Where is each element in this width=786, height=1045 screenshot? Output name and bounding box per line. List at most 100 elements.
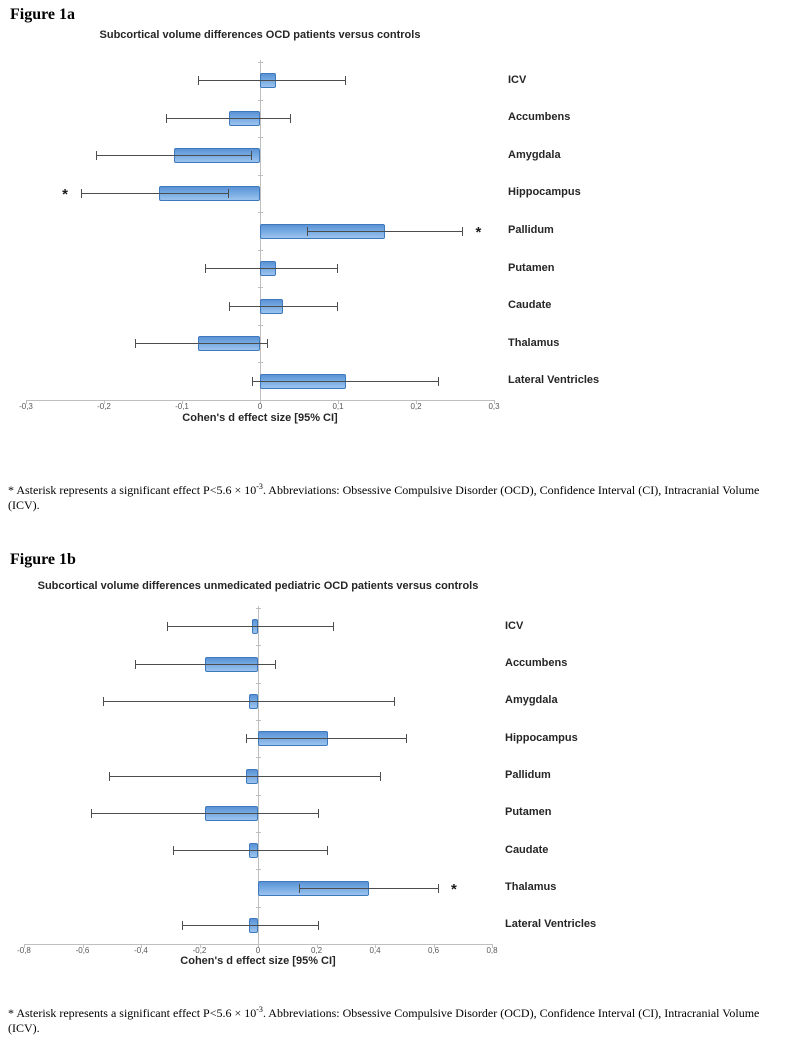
x-axis-tick-label: -0,8 <box>17 946 31 955</box>
significance-asterisk-hippocampus: * <box>62 186 68 204</box>
x-axis-tick-label: 0,3 <box>488 402 500 411</box>
ci-cap-high-thalamus <box>438 883 440 893</box>
category-axis-tick <box>256 794 261 796</box>
significance-asterisk-thalamus: * <box>451 881 457 898</box>
ci-cap-high-amygdala <box>394 696 396 706</box>
ci-cap-high-putamen <box>337 264 338 274</box>
category-label-caudate: Caudate <box>505 843 549 856</box>
category-axis-tick <box>258 324 263 326</box>
ci-cap-low-putamen <box>91 808 93 818</box>
ci-line-icv <box>197 80 346 82</box>
figure-1b-caption: * Asterisk represents a significant effe… <box>8 1005 780 1037</box>
x-axis-tick <box>260 400 261 404</box>
ci-cap-low-lateral-ventricles <box>252 376 254 386</box>
category-axis-tick <box>258 137 263 139</box>
x-axis-tick <box>24 944 25 948</box>
ci-cap-low-amygdala <box>102 696 104 706</box>
x-axis-tick <box>494 400 495 404</box>
x-axis-tick <box>375 944 376 948</box>
ci-cap-high-caudate <box>337 301 338 311</box>
caption-a-superscript: -3 <box>256 482 263 491</box>
category-label-pallidum: Pallidum <box>505 769 551 781</box>
figure-1a-caption: * Asterisk represents a significant effe… <box>8 482 780 514</box>
category-axis-tick <box>256 832 261 833</box>
ci-cap-high-accumbens <box>290 113 292 123</box>
x-axis-tick <box>492 944 493 948</box>
ci-line-caudate <box>173 850 329 852</box>
x-axis-tick <box>316 944 318 948</box>
ci-cap-low-putamen <box>205 264 207 274</box>
ci-cap-low-amygdala <box>96 151 98 161</box>
x-axis-tick-label: -0,1 <box>175 402 189 411</box>
ci-line-accumbens <box>135 663 276 665</box>
category-label-lateral-ventricles: Lateral Ventricles <box>505 918 597 931</box>
category-label-thalamus: Thalamus <box>505 881 557 893</box>
category-label-hippocampus: Hippocampus <box>505 731 578 744</box>
category-label-putamen: Putamen <box>505 806 552 819</box>
x-axis-tick-label: -0,6 <box>75 946 90 955</box>
ci-cap-high-thalamus <box>266 339 268 349</box>
significance-asterisk-pallidum: * <box>475 224 482 241</box>
x-axis-tick-label: -0,3 <box>19 402 33 411</box>
x-axis-tick <box>433 944 435 948</box>
ci-line-hippocampus <box>80 192 229 194</box>
ci-line-thalamus <box>298 887 440 889</box>
category-axis-tick <box>256 682 261 684</box>
ci-cap-high-hippocampus <box>227 188 229 198</box>
ci-line-pallidum <box>306 230 463 232</box>
category-label-hippocampus: Hippocampus <box>508 186 581 199</box>
category-axis-tick <box>256 645 261 647</box>
category-label-icv: ICV <box>508 73 527 86</box>
category-axis-tick <box>256 757 261 759</box>
caption-b-text-end: . Abbreviations: Obsessive Compulsive Di… <box>8 1006 760 1036</box>
figure-1a-heading: Figure 1a <box>10 6 76 23</box>
category-axis-tick <box>258 212 263 214</box>
x-axis-tick <box>182 400 183 404</box>
category-axis-tick <box>256 720 261 721</box>
caption-b-superscript: -3 <box>256 1005 263 1014</box>
category-label-putamen: Putamen <box>508 261 555 274</box>
chart-1a-x-axis-title: Cohen's d effect size [95% CI] <box>182 412 338 424</box>
category-axis-tick <box>258 99 263 101</box>
ci-cap-high-pallidum <box>379 771 381 781</box>
ci-line-pallidum <box>108 775 381 777</box>
ci-cap-low-pallidum <box>108 771 110 781</box>
ci-line-accumbens <box>166 117 292 119</box>
category-label-lateral-ventricles: Lateral Ventricles <box>508 374 600 387</box>
x-axis-tick <box>338 400 339 404</box>
ci-line-thalamus <box>135 343 268 345</box>
x-axis-tick <box>258 944 259 948</box>
x-axis-tick-label: -0,2 <box>97 402 111 411</box>
category-axis-tick <box>258 287 263 289</box>
ci-line-lateral-ventricles <box>252 380 440 382</box>
category-label-accumbens: Accumbens <box>508 111 571 124</box>
x-axis-tick <box>199 944 201 948</box>
ci-cap-high-hippocampus <box>406 734 408 744</box>
x-axis-tick-label: 0,8 <box>486 946 498 955</box>
x-axis-tick-label: 0 <box>257 402 263 411</box>
category-label-amygdala: Amygdala <box>508 148 561 161</box>
x-axis-tick <box>26 400 27 404</box>
category-axis-tick <box>258 174 263 176</box>
category-axis-tick <box>256 906 261 908</box>
category-axis-tick <box>258 62 263 63</box>
ci-cap-low-caudate <box>228 301 230 311</box>
ci-cap-low-icv <box>167 622 169 632</box>
figure-1b-heading: Figure 1b <box>10 551 76 568</box>
ci-cap-high-lateral-ventricles <box>318 920 320 930</box>
ci-line-amygdala <box>102 700 396 702</box>
category-axis-tick <box>258 249 263 251</box>
ci-line-caudate <box>228 305 338 307</box>
ci-cap-low-thalamus <box>298 883 300 893</box>
caption-b-text-start: * Asterisk represents a significant effe… <box>8 1006 257 1020</box>
x-axis-tick-label: 0,1 <box>332 402 344 411</box>
ci-line-putamen <box>91 812 320 814</box>
ci-cap-low-hippocampus <box>246 734 248 744</box>
ci-cap-low-pallidum <box>306 226 308 236</box>
chart-1b-x-axis-title: Cohen's d effect size [95% CI] <box>180 955 336 967</box>
ci-cap-low-icv <box>197 76 199 86</box>
ci-cap-low-hippocampus <box>80 188 82 198</box>
ci-cap-high-icv <box>344 76 346 86</box>
